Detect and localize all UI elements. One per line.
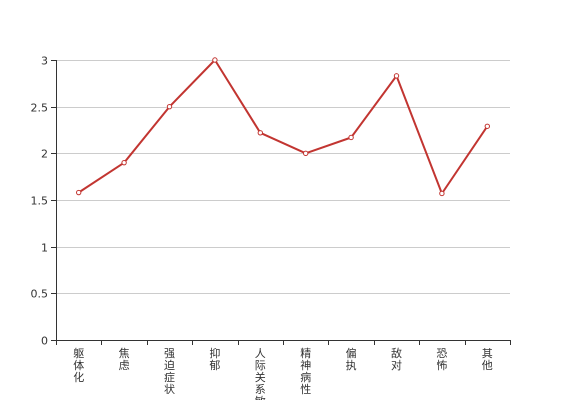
x-tick-label: 敌对 bbox=[391, 346, 402, 372]
y-tick-label: 1.5 bbox=[31, 195, 49, 208]
y-tick-label: 1 bbox=[41, 242, 48, 255]
data-point[interactable] bbox=[393, 73, 400, 79]
x-tick-label: 躯体化 bbox=[73, 347, 84, 384]
y-tick-label: 2.5 bbox=[31, 102, 49, 115]
data-point[interactable] bbox=[76, 189, 82, 196]
data-point[interactable] bbox=[212, 57, 218, 63]
data-point[interactable] bbox=[303, 150, 309, 157]
x-tick-label: 人际关系敏感 bbox=[255, 347, 266, 400]
data-point[interactable] bbox=[484, 123, 490, 129]
x-tick-label: 精神病性 bbox=[300, 347, 311, 396]
grid-lines bbox=[56, 60, 510, 294]
series-line bbox=[78, 59, 489, 195]
x-tick-label: 强迫症状 bbox=[164, 347, 175, 396]
data-point[interactable] bbox=[166, 103, 173, 110]
data-point[interactable] bbox=[257, 130, 263, 136]
x-tick-label: 焦虑 bbox=[119, 347, 130, 372]
data-point[interactable] bbox=[439, 190, 445, 197]
y-tick-label: 3 bbox=[41, 55, 48, 68]
series-group bbox=[76, 57, 490, 197]
x-tick-label: 恐怖 bbox=[436, 347, 447, 372]
x-tick-label: 偏执 bbox=[346, 346, 357, 372]
y-tick-label: 0 bbox=[41, 335, 48, 348]
y-axis-ticks: 0 0.5 1 1.5 2 2.5 3 bbox=[31, 55, 56, 348]
x-tick-label: 抑郁 bbox=[209, 346, 220, 372]
x-tick-label: 其他 bbox=[482, 347, 493, 372]
y-tick-label: 0.5 bbox=[31, 288, 49, 301]
data-point[interactable] bbox=[121, 159, 127, 166]
data-point[interactable] bbox=[348, 134, 354, 141]
x-axis-ticks: 躯体化 焦虑 强迫症状 抑郁 人际关系敏感 精神病性 偏执 敌对 恐怖 其他 bbox=[56, 340, 511, 400]
y-tick-label: 2 bbox=[41, 148, 48, 161]
